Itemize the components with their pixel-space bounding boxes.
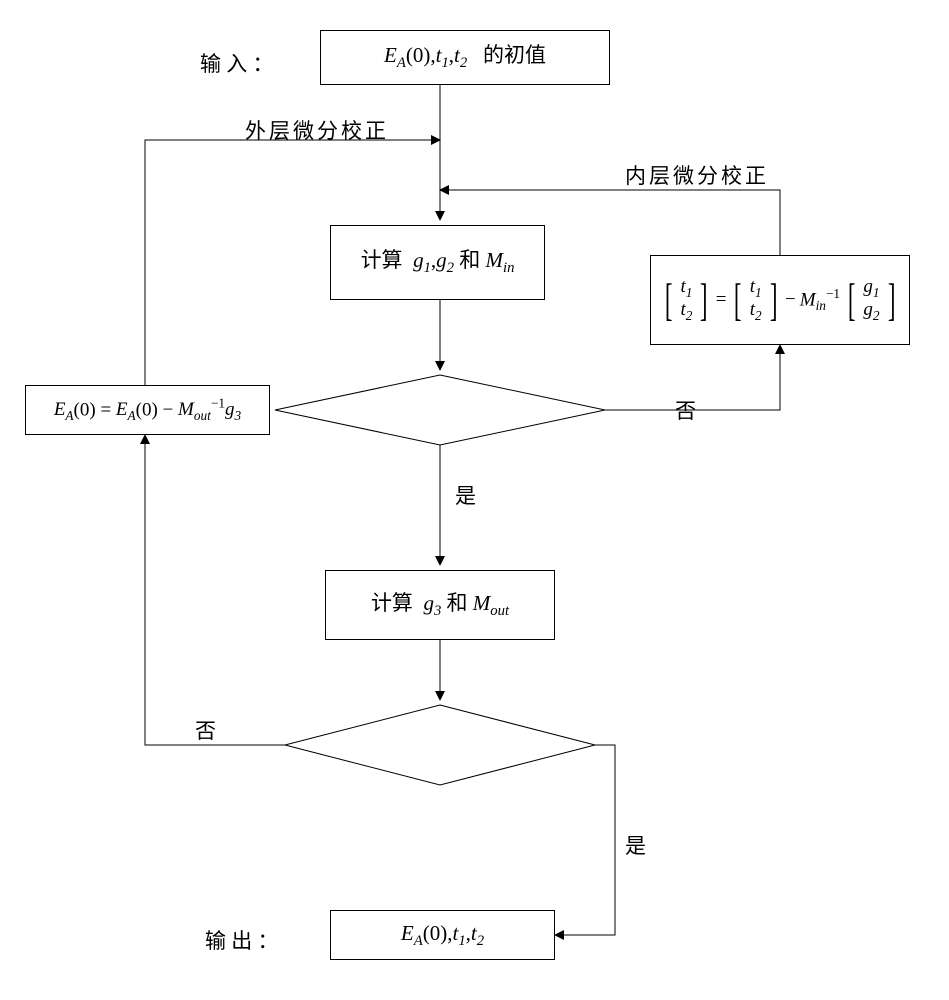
calc1-text: 计算 g1,g2 和 Min [361,246,515,279]
calc2-box: 计算 g3 和 Mout [325,570,555,640]
output-text: EA(0),t1,t2 [401,919,484,952]
outer-update-text: EA(0) = EA(0) − Mout−1g3 [54,395,241,426]
inner-update-box: [ t1 t2 ] = [ t1 t2 ] − Min−1 [ g1 g2 ] [650,255,910,345]
calc2-text: 计算 g3 和 Mout [371,589,509,622]
calc1-box: 计算 g1,g2 和 Min [330,225,545,300]
input-box: EA(0),t1,t2 的初值 [320,30,610,85]
output-label: 输 出 ： [205,925,279,955]
outer-update-box: EA(0) = EA(0) − Mout−1g3 [25,385,270,435]
inner-correction-label: 内层微分校正 [625,160,769,190]
inner-update-text: [ t1 t2 ] = [ t1 t2 ] − Min−1 [ g1 g2 ] [661,268,899,332]
no-outer-label: 否 [195,715,216,745]
input-box-text: EA(0),t1,t2 的初值 [384,41,546,74]
decision2-text: |g3| ≤ δ3 [395,733,464,763]
output-box: EA(0),t1,t2 [330,910,555,960]
no-inner-label: 否 [675,395,696,425]
yes-mid-label: 是 [455,480,476,510]
decision1-text: |g1| ≤ δ1, |g2| ≤ δ2 [348,398,483,425]
input-label: 输 入 ： [200,48,274,78]
outer-correction-label: 外层微分校正 [245,115,389,145]
yes-end-label: 是 [625,830,646,860]
